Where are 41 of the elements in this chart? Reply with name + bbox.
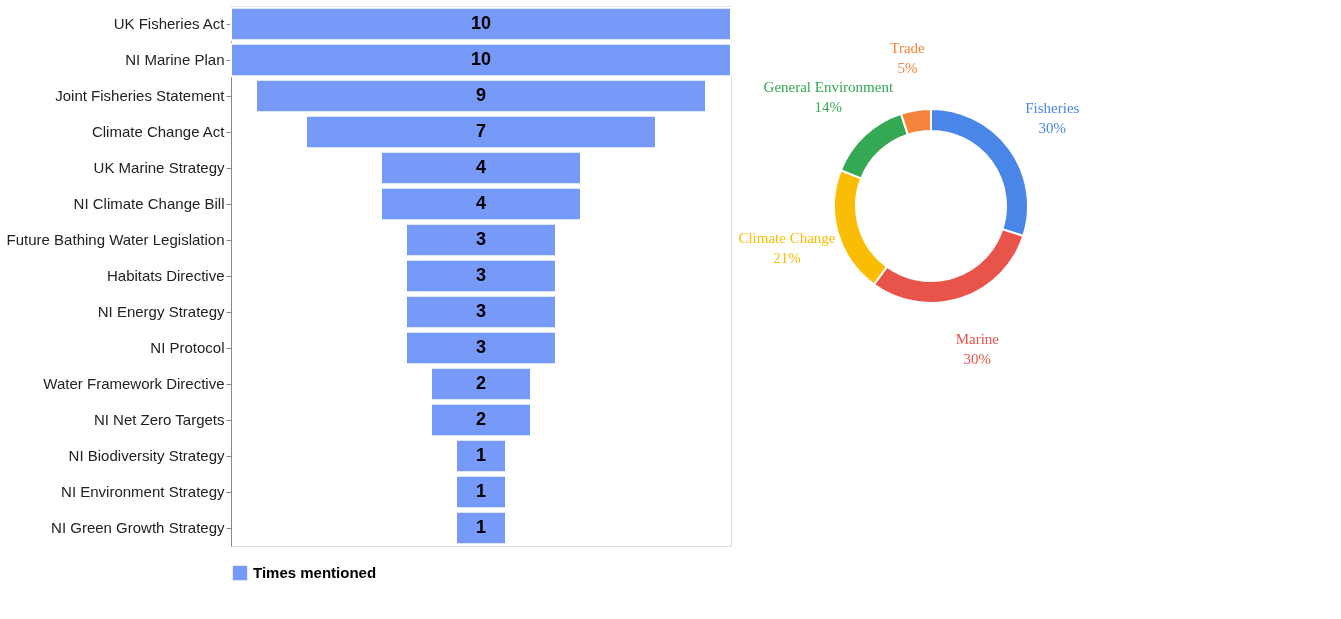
category-label: Water Framework Directive bbox=[43, 375, 225, 392]
data-label: 1 bbox=[475, 481, 487, 501]
data-label: 14% bbox=[814, 98, 843, 115]
slice-label: General Environment bbox=[763, 78, 894, 95]
category-label: NI Environment Strategy bbox=[61, 483, 225, 500]
category-label: Climate Change Act bbox=[91, 123, 226, 140]
data-label: 2 bbox=[475, 373, 487, 393]
data-label: 30% bbox=[963, 350, 992, 367]
data-label: 2 bbox=[475, 409, 487, 429]
slice-label: Trade bbox=[890, 39, 926, 56]
legend-label: Times mentioned bbox=[253, 564, 377, 581]
category-label: UK Marine Strategy bbox=[93, 159, 225, 176]
data-label: 3 bbox=[475, 337, 487, 357]
data-label: 21% bbox=[773, 249, 801, 266]
category-label: Joint Fisheries Statement bbox=[55, 87, 226, 104]
category-label: NI Climate Change Bill bbox=[73, 195, 225, 212]
category-label: UK Fisheries Act bbox=[113, 15, 226, 32]
data-label: 1 bbox=[475, 517, 487, 537]
data-label: 10 bbox=[470, 49, 492, 69]
data-label: 1 bbox=[475, 445, 487, 465]
slice-label: Marine bbox=[955, 330, 1000, 347]
category-label: NI Net Zero Targets bbox=[93, 411, 225, 428]
data-label: 5% bbox=[897, 59, 918, 76]
category-label: NI Biodiversity Strategy bbox=[68, 447, 225, 464]
category-label: Future Bathing Water Legislation bbox=[6, 231, 225, 248]
data-label: 3 bbox=[475, 229, 487, 249]
category-label: Habitats Directive bbox=[106, 267, 225, 284]
data-label: 4 bbox=[475, 157, 487, 177]
data-label: 7 bbox=[475, 121, 487, 141]
data-label: 10 bbox=[470, 13, 492, 33]
data-label: 9 bbox=[475, 85, 487, 105]
category-label: NI Protocol bbox=[150, 339, 225, 356]
slice-label: Climate Change bbox=[738, 229, 836, 246]
category-label: NI Energy Strategy bbox=[97, 303, 225, 320]
category-label: NI Marine Plan bbox=[125, 51, 225, 68]
slice-label: Fisheries bbox=[1025, 99, 1080, 116]
data-label: 3 bbox=[475, 301, 487, 321]
data-label: 3 bbox=[475, 265, 487, 285]
category-label: NI Green Growth Strategy bbox=[51, 519, 225, 536]
data-label: 4 bbox=[475, 193, 487, 213]
data-label: 30% bbox=[1038, 119, 1067, 136]
